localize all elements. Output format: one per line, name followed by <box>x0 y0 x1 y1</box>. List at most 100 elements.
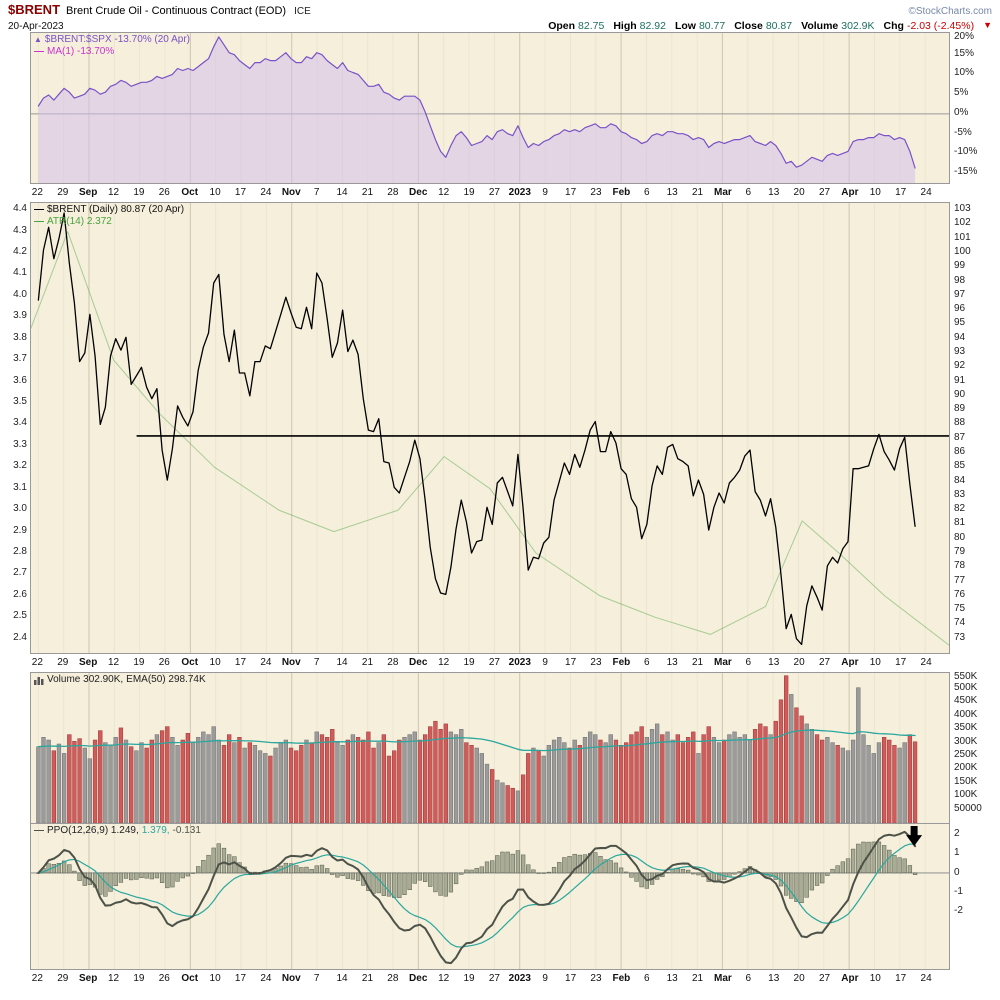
x-axis-tick: 27 <box>818 973 831 984</box>
volume-bar <box>170 737 175 823</box>
y-axis-tick: 4.3 <box>13 224 27 236</box>
x-axis-tick: 10 <box>869 187 881 198</box>
volume-panel: Volume 302.90K, EMA(50) 298.74K 550K 500K… <box>0 672 1000 824</box>
ppo-histogram-bar <box>835 865 840 874</box>
volume-bar <box>149 739 154 823</box>
ppo-histogram-bar <box>881 845 887 874</box>
ppo-histogram-bar <box>221 847 227 874</box>
x-axis-tick: 24 <box>260 973 272 984</box>
price-legend: $BRENT (Daily) 80.87 (20 Apr) ATR(14) 2.… <box>34 204 184 228</box>
ppo-histogram-bar <box>691 872 696 875</box>
y-axis-tick: 3.3 <box>13 438 27 450</box>
volume-bar <box>211 726 216 823</box>
y-axis-tick: 4.0 <box>13 288 27 300</box>
y-axis-tick: 85 <box>954 460 966 472</box>
volume-bar <box>572 739 577 823</box>
x-axis-tick: 17 <box>234 187 247 198</box>
volume-bar <box>464 742 469 823</box>
volume-bar <box>722 739 727 823</box>
volume-bar <box>876 742 882 823</box>
volume-bar <box>588 731 593 823</box>
ppo-histogram-bar <box>572 853 577 874</box>
ppo-histogram-bar <box>82 872 87 886</box>
ppo-histogram-bar <box>185 872 191 877</box>
y-axis-tick: 99 <box>954 260 966 272</box>
volume-bar <box>649 729 655 823</box>
ppo-histogram-bar <box>134 872 139 880</box>
x-axis-tick: Nov <box>281 657 301 668</box>
ppo-histogram-bar <box>624 871 629 874</box>
volume-bar <box>108 745 113 823</box>
x-axis-tick: 6 <box>745 657 752 668</box>
y-axis-tick: 92 <box>954 360 966 372</box>
x-axis-tick: 26 <box>158 187 170 198</box>
ppo-histogram-bar <box>613 862 619 874</box>
ppo-histogram-bar <box>479 866 484 874</box>
volume-bar <box>314 731 319 823</box>
date-axis: 22 29 Sep 12 19 26 Oct 10 17 24 Nov 7 14 21 28 Dec 12 19 2… <box>30 654 950 672</box>
volume-bar <box>881 737 887 823</box>
volume-bar <box>840 747 845 823</box>
date-axis-row-bottom: 22 29 Sep 12 19 26 Oct 10 17 24 Nov 7 14 21 28 Dec 12 19 2… <box>0 970 1000 988</box>
price-plot-area: $BRENT (Daily) 80.87 (20 Apr) ATR(14) 2.… <box>30 202 950 654</box>
ratio-legend-label: $BRENT:$SPX -13.70% (20 Apr) <box>44 34 190 45</box>
volume-bar <box>61 753 67 823</box>
x-axis-tick: 19 <box>463 187 475 198</box>
x-axis-tick: 22 <box>31 973 43 984</box>
quote-low: Low 80.77 <box>674 20 726 32</box>
x-axis-tick: 21 <box>361 973 374 984</box>
volume-bar <box>593 734 598 823</box>
volume-bar <box>598 739 603 823</box>
volume-bar <box>330 729 335 823</box>
ppo-histogram-bar <box>464 869 469 874</box>
volume-bar <box>366 731 371 823</box>
volume-bar <box>273 747 278 823</box>
volume-bar <box>686 737 691 823</box>
ppo-histogram-bar <box>206 854 211 874</box>
volume-bar <box>608 734 613 823</box>
ppo-histogram-bar <box>428 872 433 887</box>
ppo-histogram-bar <box>546 871 552 874</box>
x-axis-tick: 14 <box>336 657 348 668</box>
volume-bar <box>428 726 433 823</box>
y-axis-tick: 95 <box>954 317 966 329</box>
x-axis-tick: 26 <box>158 973 170 984</box>
ticker-symbol: $BRENT <box>8 2 61 17</box>
x-axis-tick: 13 <box>666 973 678 984</box>
ppo-histogram-bar <box>665 871 670 874</box>
ppo-histogram-bar <box>820 872 825 884</box>
ppo-histogram-bar <box>809 872 815 891</box>
volume-bar <box>505 785 510 823</box>
volume-bar <box>557 737 562 823</box>
copyright: ©StockCharts.com <box>908 6 992 17</box>
ppo-histogram-bar <box>304 866 309 874</box>
y-axis-tick: -15% <box>954 166 978 178</box>
x-axis-tick: 13 <box>666 187 678 198</box>
price-left-axis: 4.4 4.3 4.2 4.1 4.0 3.9 3.8 3.7 3.6 3.5 3.4 3.3 3.2 3… <box>0 202 30 654</box>
y-axis-tick: 3.5 <box>13 396 27 407</box>
ppo-histogram-bar <box>629 872 634 878</box>
ppo-histogram-bar <box>61 860 67 874</box>
x-axis-tick: 20 <box>793 187 805 198</box>
x-axis-tick: 9 <box>542 187 548 198</box>
y-axis-tick: 3.8 <box>13 331 27 343</box>
ppo-histogram-bar <box>345 872 350 879</box>
atr-line-swatch-icon <box>34 216 44 228</box>
volume-bar <box>263 753 268 823</box>
ppo-histogram-bar <box>825 872 830 876</box>
y-axis-tick: 0% <box>954 106 969 118</box>
volume-bar <box>603 742 608 823</box>
x-axis-tick: 27 <box>488 973 500 984</box>
volume-bar <box>830 742 835 823</box>
y-axis-tick: 96 <box>954 303 966 315</box>
ppo-histogram-bar <box>871 841 876 874</box>
y-axis-tick: 84 <box>954 474 966 486</box>
volume-bar <box>221 745 227 823</box>
volume-bar <box>613 739 619 823</box>
volume-bar <box>665 731 670 823</box>
volume-bar <box>129 746 134 823</box>
volume-bar <box>381 734 386 823</box>
y-axis-tick: 450K <box>954 695 978 707</box>
volume-bar <box>288 747 294 823</box>
x-axis-tick: 17 <box>895 973 907 984</box>
